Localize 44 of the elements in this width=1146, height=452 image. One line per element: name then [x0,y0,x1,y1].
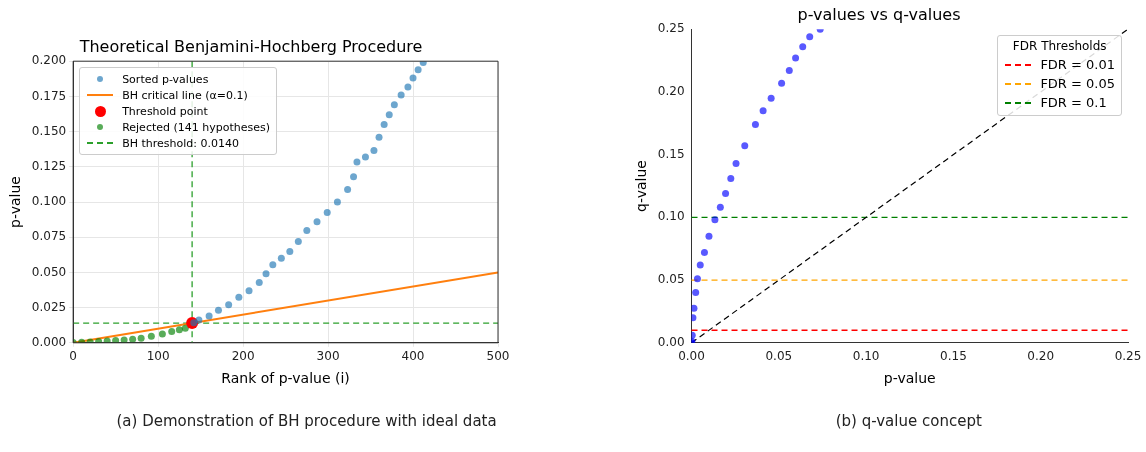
text: (a) Demonstration of BH procedure with ideal data [115,412,498,430]
x-tick-label: 0.00 [678,349,705,364]
y-tick-label: 0.175 [31,88,67,103]
x-tick-label: 0 [69,349,77,364]
y-tick-label: 0.200 [31,53,67,68]
y-tick-label: 0.000 [31,334,67,349]
legend-label: FDR = 0.01 [1040,57,1115,73]
y-tick-label: 0.025 [31,299,67,314]
y-tick-label: 0.100 [31,194,67,209]
legend-label: Threshold point [122,104,208,118]
x-axis-title: Rank of p-value (i) [221,370,350,387]
legend-label: FDR = 0.05 [1040,76,1115,92]
x-tick-label: 0.05 [765,349,793,364]
y-tick-label: 0.125 [31,158,67,173]
y-tick-label: 0.10 [657,209,685,224]
y-tick-label: 0.075 [31,229,67,244]
legend-label: BH threshold: 0.0140 [122,136,239,150]
y-tick-label: 0.20 [657,84,685,99]
x-tick-label: 200 [231,349,255,364]
y-tick-label: 0.150 [31,123,67,138]
y-axis-title: p-value [7,176,24,228]
legend-title: FDR Thresholds [1011,39,1108,54]
x-tick-label: 0.20 [1027,349,1055,364]
x-tick-label: 500 [486,349,510,364]
y-tick-label: 0.05 [657,272,685,287]
legend-label: Sorted p-values [122,72,209,86]
y-tick-label: 0.050 [31,264,67,279]
x-tick-label: 0.15 [940,349,967,364]
x-axis-title: p-value [883,370,936,387]
chart-title: p-values vs q-values [797,4,961,24]
x-tick-label: 0.10 [852,349,880,364]
x-tick-label: 300 [316,349,340,364]
y-tick-label: 0.25 [657,21,685,36]
legend-label: FDR = 0.1 [1040,95,1107,111]
y-axis-title: q-value [633,160,650,212]
y-tick-label: 0.00 [657,334,685,349]
legend-label: BH critical line (α=0.1) [122,88,248,102]
legend-label: Rejected (141 hypotheses) [122,120,271,134]
text: (b) q-value concept [834,412,983,430]
x-tick-label: 400 [401,349,425,364]
x-tick-label: 0.25 [1114,349,1142,364]
chart-title: Theoretical Benjamini-Hochberg Procedure [78,36,423,56]
y-tick-label: 0.15 [657,146,685,161]
x-tick-label: 100 [146,349,170,364]
